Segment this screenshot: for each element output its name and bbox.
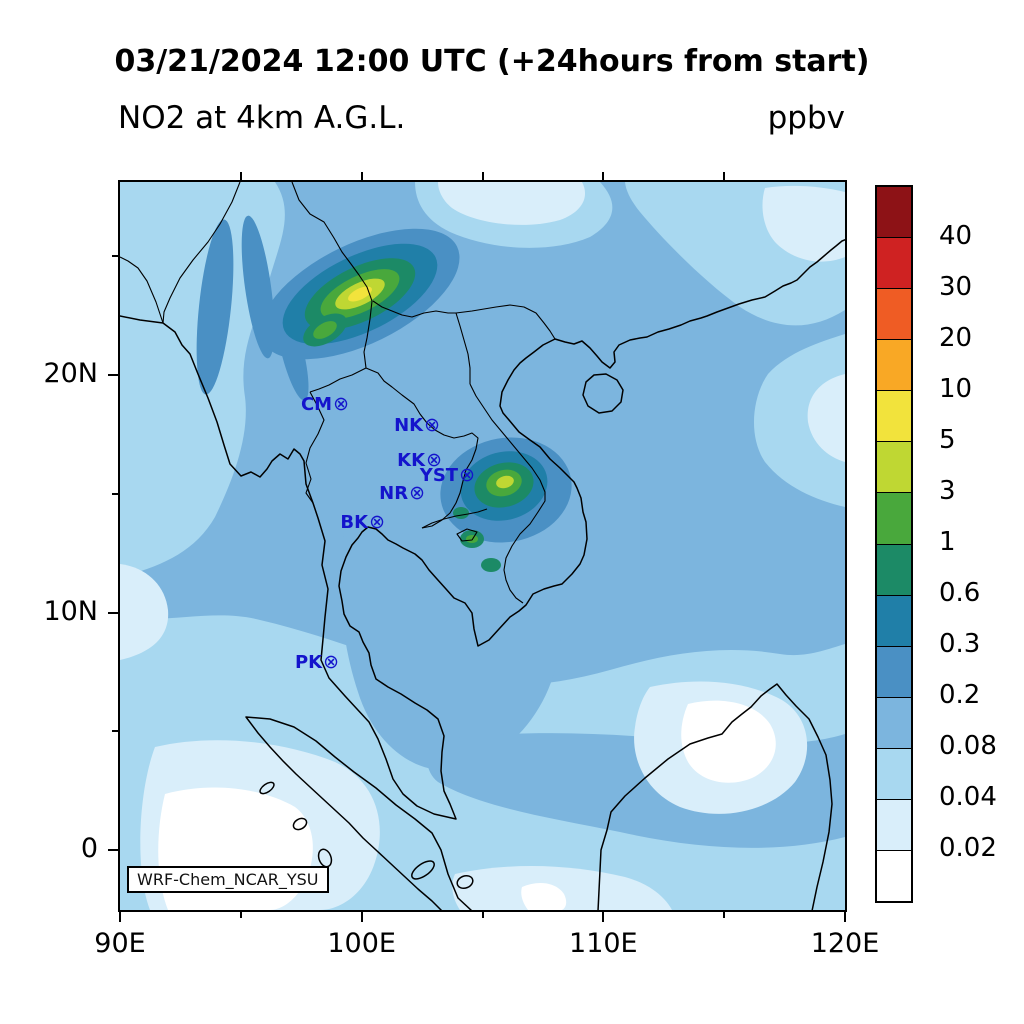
contour-fills bbox=[120, 182, 845, 910]
colorbar-label: 0.6 bbox=[939, 578, 981, 608]
x-axis-label: 120E bbox=[810, 928, 880, 959]
colorbar-segment bbox=[877, 747, 911, 799]
contour-region bbox=[681, 700, 776, 783]
hotspot-dot bbox=[453, 507, 469, 519]
x-axis-label: 90E bbox=[94, 928, 146, 959]
contour-region bbox=[762, 185, 845, 262]
x-axis-label: 110E bbox=[569, 928, 638, 959]
border-line bbox=[372, 300, 556, 340]
colorbar-label: 40 bbox=[939, 221, 973, 251]
colorbar-segment bbox=[877, 441, 911, 493]
coastline-borneo bbox=[597, 683, 833, 910]
colorbar-segment bbox=[877, 390, 911, 442]
hotspot-1 bbox=[313, 321, 337, 339]
coastline-island bbox=[292, 817, 308, 831]
contour-region bbox=[438, 182, 586, 225]
contour-region bbox=[120, 564, 169, 660]
colorbar-segment bbox=[877, 798, 911, 851]
coastline-island bbox=[411, 860, 435, 880]
coastline-hainan bbox=[582, 373, 624, 414]
border-line bbox=[309, 367, 367, 393]
border-line bbox=[421, 508, 488, 529]
border-line bbox=[365, 367, 479, 529]
hotspot-1-core bbox=[348, 286, 372, 302]
colorbar-label: 0.3 bbox=[939, 629, 981, 659]
y-axis-label: 20N bbox=[43, 358, 98, 389]
colorbar-segment bbox=[877, 696, 911, 748]
colorbar-segment bbox=[877, 594, 911, 646]
model-watermark: WRF-Chem_NCAR_YSU bbox=[127, 866, 329, 893]
contour-region bbox=[340, 527, 562, 771]
colorbar-label: 3 bbox=[939, 476, 956, 506]
colorbar-segment bbox=[877, 645, 911, 697]
coastline-island bbox=[259, 781, 275, 795]
contour-region bbox=[452, 866, 672, 910]
lake-tonle-sap bbox=[456, 528, 478, 542]
colorbar bbox=[875, 185, 913, 903]
colorbar-label: 5 bbox=[939, 425, 956, 455]
x-axis-label: 100E bbox=[327, 928, 396, 959]
units-label: ppbv bbox=[767, 100, 845, 136]
colorbar-label: 1 bbox=[939, 527, 956, 557]
contour-region bbox=[807, 374, 845, 462]
map-canvas bbox=[120, 182, 845, 910]
y-axis-label: 0 bbox=[80, 833, 98, 864]
colorbar-label: 10 bbox=[939, 374, 973, 404]
hotspot-dot bbox=[481, 558, 501, 572]
hotspot-2-core bbox=[496, 475, 514, 489]
colorbar-segment bbox=[877, 187, 911, 238]
colorbar-segment bbox=[877, 288, 911, 340]
colorbar-label: 20 bbox=[939, 323, 973, 353]
contour-region bbox=[521, 882, 567, 910]
datetime-title: 03/21/2024 12:00 UTC (+24hours from star… bbox=[114, 44, 870, 79]
colorbar-label: 0.08 bbox=[939, 731, 997, 761]
colorbar-label: 30 bbox=[939, 272, 973, 302]
coastlines bbox=[120, 238, 845, 910]
coastline-island bbox=[456, 874, 474, 890]
coastline-mainland bbox=[120, 238, 845, 820]
contour-region bbox=[196, 219, 234, 395]
y-axis-label: 10N bbox=[43, 595, 98, 627]
colorbar-segment bbox=[877, 543, 911, 595]
colorbar-labels: 40 30 20 10 5 3 1 0.6 0.3 0.2 0.08 0.04 0.02 bbox=[939, 185, 1024, 899]
border-line bbox=[469, 383, 546, 604]
colorbar-label: 0.2 bbox=[939, 680, 981, 710]
colorbar-segment bbox=[877, 492, 911, 544]
border-line bbox=[120, 256, 164, 324]
country-borders bbox=[120, 182, 556, 604]
border-line bbox=[305, 391, 325, 504]
border-line bbox=[455, 312, 471, 384]
colorbar-segment bbox=[877, 339, 911, 391]
border-line bbox=[291, 182, 373, 369]
subtitle-row: NO2 at 4km A.G.L. ppbv bbox=[118, 100, 845, 136]
colorbar-label: 0.02 bbox=[939, 833, 997, 863]
colorbar-segment bbox=[877, 850, 911, 902]
contour-region bbox=[753, 334, 845, 507]
coastline-sumatra bbox=[245, 716, 473, 910]
colorbar-label: 0.04 bbox=[939, 782, 997, 812]
border-line bbox=[162, 182, 241, 324]
variable-title: NO2 at 4km A.G.L. bbox=[118, 100, 406, 136]
colorbar-segment bbox=[877, 237, 911, 289]
